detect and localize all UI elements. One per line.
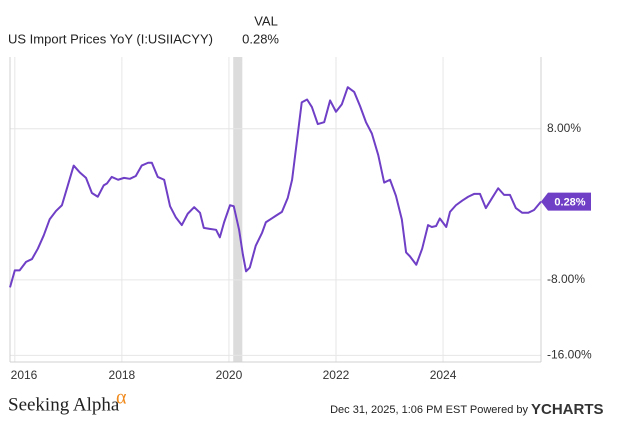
- value-badge: [541, 192, 591, 211]
- x-tick-label: 2018: [109, 368, 136, 382]
- y-tick-label: -16.00%: [547, 348, 592, 362]
- x-tick-label: 2016: [11, 368, 38, 382]
- line-series: [9, 86, 542, 288]
- y-tick-label: 8.00%: [547, 121, 581, 135]
- header-value: 0.28%: [242, 31, 279, 46]
- x-tick-label: 2022: [323, 368, 350, 382]
- brand-mark: α: [116, 387, 127, 409]
- column-header: VAL: [254, 13, 278, 28]
- chart-title: US Import Prices YoY (I:USIIACYY): [8, 31, 213, 46]
- provider: YCHARTS: [531, 401, 604, 418]
- x-tick-label: 2024: [430, 368, 457, 382]
- value-label: 0.28%: [554, 197, 585, 209]
- timestamp: Dec 31, 2025, 1:06 PM EST Powered by: [330, 404, 528, 416]
- brand: Seeking Alpha: [8, 394, 120, 415]
- y-tick-label: -8.00%: [547, 272, 585, 286]
- recession-band: [233, 57, 243, 362]
- x-tick-label: 2020: [216, 368, 243, 382]
